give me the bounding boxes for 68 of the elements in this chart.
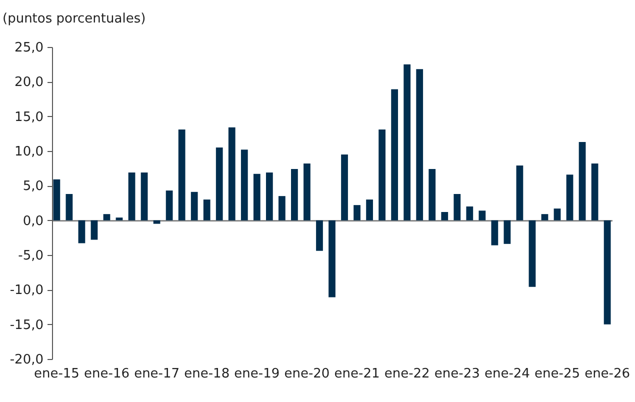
bar (328, 220, 336, 298)
bar (491, 220, 498, 246)
bar (190, 192, 198, 220)
y-axis-title: (puntos porcentuales) (2, 12, 146, 26)
y-tick-label: 5,0 (22, 179, 44, 194)
y-tick-label: 10,0 (14, 144, 44, 160)
y-tick-label: 15,0 (14, 110, 44, 125)
bar (240, 150, 248, 220)
bar (316, 220, 323, 251)
y-tick-label: -5,0 (18, 248, 44, 264)
bar (566, 174, 574, 220)
y-tick-label: 25,0 (14, 40, 44, 56)
bar (278, 196, 286, 220)
bar (291, 169, 298, 220)
bar (228, 127, 236, 220)
bar (454, 194, 461, 220)
bar (178, 130, 186, 220)
y-tick-label: 20,0 (14, 75, 44, 90)
y-tick-label: -10,0 (10, 283, 44, 298)
bar (478, 210, 486, 220)
bar (203, 200, 210, 220)
bar (366, 200, 373, 220)
bar (516, 166, 524, 220)
x-tick-label: ene-23 (434, 366, 480, 382)
bar (528, 220, 536, 287)
y-tick-label: -15,0 (10, 318, 44, 333)
bar (604, 220, 611, 324)
x-tick-label: ene-21 (334, 366, 380, 382)
x-tick-label: ene-26 (584, 366, 630, 382)
y-tick-label: -20,0 (10, 352, 44, 368)
bar (103, 214, 110, 220)
x-tick-label: ene-15 (34, 366, 80, 382)
y-tick-label: 0,0 (22, 214, 44, 229)
x-tick-label: ene-18 (184, 366, 230, 382)
bar (391, 89, 398, 220)
x-tick-label: ene-25 (534, 366, 580, 382)
bar (216, 148, 223, 220)
bar (554, 208, 561, 220)
bar (466, 206, 474, 220)
bar (404, 64, 411, 220)
x-tick-label: ene-20 (284, 366, 330, 382)
bar (591, 163, 598, 220)
bar (128, 172, 136, 220)
bar (378, 130, 386, 220)
x-tick-label: ene-19 (234, 366, 280, 382)
bar (53, 179, 60, 220)
x-tick-label: ene-16 (84, 366, 130, 382)
bar (90, 220, 98, 240)
bar (541, 214, 548, 220)
bar (153, 220, 160, 224)
bar (428, 169, 436, 220)
bar (504, 220, 511, 244)
bar (341, 154, 348, 220)
bar (416, 69, 424, 220)
bar (66, 194, 73, 220)
bar (253, 174, 260, 220)
bar (266, 172, 273, 220)
bar (140, 172, 148, 220)
bar (304, 163, 310, 220)
x-tick-label: ene-22 (384, 366, 430, 382)
x-tick-label: ene-24 (484, 366, 530, 382)
bar (441, 212, 448, 220)
bar (116, 218, 123, 220)
bar (354, 205, 360, 220)
bar (578, 142, 586, 220)
bar (78, 220, 86, 244)
x-tick-label: ene-17 (134, 366, 180, 382)
bar (166, 190, 173, 220)
